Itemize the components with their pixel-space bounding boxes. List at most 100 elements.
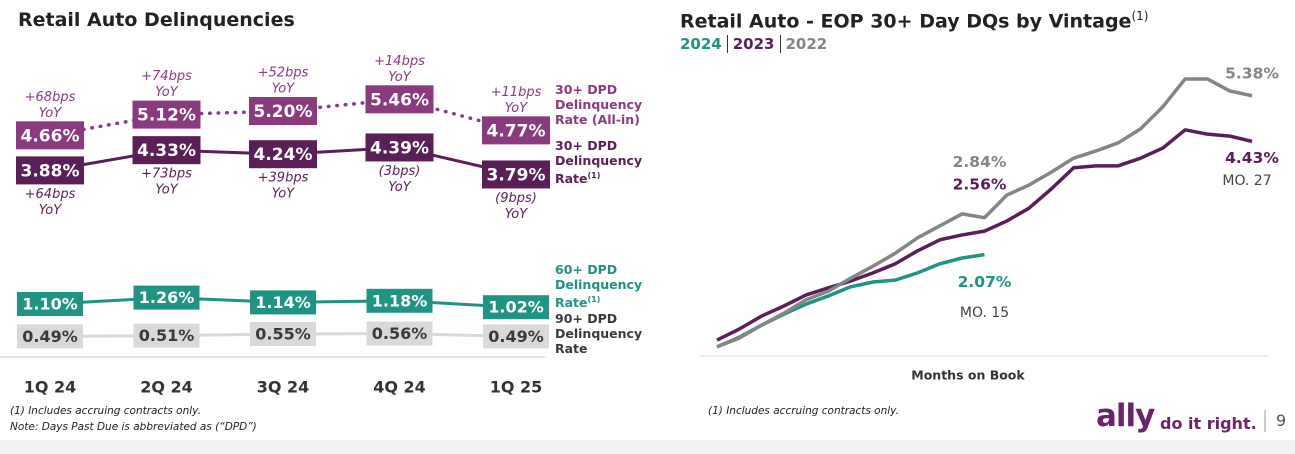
- yoy-annotation: YoY: [155, 183, 178, 198]
- yoy-annotation: YoY: [505, 101, 528, 116]
- yoy-annotation: YoY: [505, 207, 528, 222]
- value-label: 0.49%: [22, 327, 78, 346]
- legend-text: 30+ DPD Delinquency Rate (All-in): [555, 82, 643, 127]
- yoy-annotation: (3bps): [379, 164, 421, 179]
- x-axis-label: Months on Book: [911, 368, 1025, 383]
- x-tick-label: 4Q 24: [373, 378, 426, 397]
- value-label: 0.55%: [255, 325, 311, 344]
- footer-strip: [0, 440, 1295, 454]
- chart-title: Retail Auto Delinquencies: [18, 9, 295, 31]
- value-box: [17, 324, 83, 349]
- month-annotation: MO. 15: [960, 305, 1009, 321]
- value-box: [250, 322, 316, 346]
- value-box: [366, 321, 433, 346]
- series-line: [716, 252, 985, 349]
- month-annotation: MO. 27: [1222, 173, 1271, 189]
- yoy-annotation: YoY: [388, 180, 411, 195]
- legend-label: 30+ DPD Delinquency Rate(1): [555, 138, 647, 186]
- value-box: [483, 295, 549, 320]
- value-label: 1.14%: [255, 293, 311, 312]
- logo: ally: [1096, 398, 1155, 434]
- legend-entry: 2022: [779, 35, 828, 53]
- title-text: Retail Auto - EOP 30+ Day DQs by Vintage: [680, 10, 1132, 33]
- value-box: [133, 285, 200, 310]
- legend-text: 30+ DPD Delinquency Rate: [555, 138, 643, 187]
- legend: 2024 2023 2022: [680, 35, 828, 53]
- value-label: 5.46%: [370, 90, 429, 110]
- value-label: 4.24%: [254, 145, 313, 165]
- value-box: [482, 160, 550, 189]
- value-label: 1.10%: [22, 295, 78, 314]
- value-label: 1.26%: [139, 288, 195, 307]
- yoy-annotation: (9bps): [495, 191, 537, 206]
- value-label: 5.12%: [137, 106, 196, 126]
- page-number: 9: [1276, 411, 1287, 430]
- series-line: [716, 77, 1253, 349]
- value-box: [133, 323, 200, 348]
- chart-title: Retail Auto - EOP 30+ Day DQs by Vintage…: [680, 9, 1148, 32]
- series-line: [716, 128, 1253, 342]
- title-note: (1): [1131, 9, 1149, 23]
- value-box: [132, 100, 201, 129]
- yoy-annotation: +68bps: [25, 90, 76, 105]
- footnote: (1) Includes accruing contracts only.: [10, 405, 201, 417]
- x-tick-label: 1Q 24: [24, 378, 77, 397]
- series-line: [48, 97, 518, 138]
- value-box: [249, 97, 317, 125]
- yoy-annotation: YoY: [272, 82, 295, 97]
- value-label: 4.33%: [137, 141, 196, 161]
- yoy-annotation: YoY: [388, 70, 411, 85]
- value-box: [16, 156, 84, 185]
- legend-entry: 2023: [726, 35, 775, 53]
- legend-label: 90+ DPD Delinquency Rate: [555, 311, 647, 356]
- yoy-annotation: +52bps: [258, 66, 309, 81]
- value-box: [365, 133, 434, 162]
- value-box: [249, 140, 317, 169]
- value-label: 4.66%: [21, 126, 80, 146]
- legend-text: 60+ DPD Delinquency Rate: [555, 262, 643, 311]
- value-box: [16, 121, 84, 150]
- x-tick-label: 2Q 24: [140, 378, 193, 397]
- value-label: 4.77%: [487, 121, 546, 141]
- value-label: 0.49%: [488, 327, 544, 346]
- yoy-annotation: +11bps: [491, 85, 542, 100]
- tagline: do it right.: [1160, 414, 1257, 433]
- value-label: 3.79%: [487, 165, 546, 185]
- yoy-annotation: YoY: [39, 203, 62, 218]
- yoy-annotation: YoY: [272, 187, 295, 202]
- legend-label: 30+ DPD Delinquency Rate (All-in): [555, 82, 647, 127]
- value-box: [483, 324, 549, 349]
- value-label: 1.18%: [372, 291, 428, 310]
- value-label: 4.43%: [1225, 149, 1279, 167]
- value-box: [366, 288, 433, 313]
- value-box: [250, 290, 316, 315]
- value-label: 4.39%: [370, 138, 429, 158]
- value-label: 1.02%: [488, 298, 544, 317]
- value-label: 2.84%: [953, 153, 1007, 171]
- value-label: 3.88%: [21, 161, 80, 181]
- value-box: [365, 85, 434, 114]
- value-label: 0.56%: [372, 324, 428, 343]
- yoy-annotation: +64bps: [25, 187, 76, 202]
- value-box: [17, 292, 83, 316]
- value-box: [132, 136, 201, 165]
- yoy-annotation: +73bps: [141, 167, 192, 182]
- legend-note: (1): [587, 295, 601, 304]
- legend-entry: 2024: [680, 35, 722, 53]
- legend-note: (1): [587, 171, 601, 180]
- value-label: 0.51%: [139, 326, 195, 345]
- yoy-annotation: YoY: [155, 85, 178, 100]
- legend-text: 90+ DPD Delinquency Rate: [555, 311, 643, 356]
- value-label: 5.20%: [254, 102, 313, 122]
- legend-label: 60+ DPD Delinquency Rate(1): [555, 262, 647, 310]
- value-label: 2.07%: [958, 273, 1012, 291]
- value-label: 5.38%: [1225, 64, 1279, 82]
- yoy-annotation: +39bps: [258, 171, 309, 186]
- footnote: Note: Days Past Due is abbreviated as (“…: [10, 421, 257, 433]
- value-label: 2.56%: [953, 176, 1007, 194]
- value-box: [482, 116, 550, 145]
- yoy-annotation: +14bps: [374, 54, 425, 69]
- yoy-annotation: +74bps: [141, 69, 192, 84]
